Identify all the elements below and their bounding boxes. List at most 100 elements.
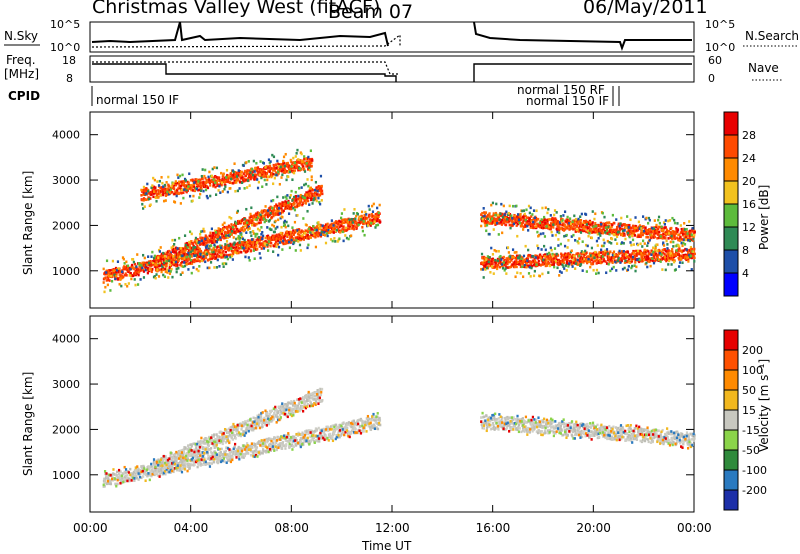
range-cell: [251, 167, 254, 171]
range-cell: [207, 246, 210, 250]
range-cell: [636, 249, 640, 253]
range-cell: [284, 225, 287, 229]
range-cell: [613, 233, 616, 237]
range-cell: [160, 252, 163, 256]
range-cell: [239, 180, 242, 184]
range-cell: [565, 218, 568, 222]
range-cell: [160, 257, 163, 260]
range-cell: [271, 223, 274, 227]
range-cell: [333, 227, 337, 231]
range-cell: [291, 203, 295, 206]
range-cell: [354, 220, 357, 223]
range-cell: [164, 256, 167, 260]
range-cell: [196, 257, 199, 261]
range-cell: [253, 173, 257, 176]
range-cell: [289, 194, 292, 197]
range-cell: [503, 215, 507, 218]
range-cell: [600, 248, 603, 252]
range-cell: [539, 264, 542, 267]
range-cell: [277, 218, 280, 222]
range-cell: [675, 249, 678, 252]
range-cell: [285, 164, 288, 168]
range-cell: [372, 214, 375, 218]
range-cell: [571, 220, 574, 224]
range-cell: [267, 209, 270, 212]
range-cell: [512, 222, 515, 226]
range-cell: [273, 244, 276, 248]
range-cell: [231, 177, 234, 180]
range-cell: [271, 153, 274, 157]
range-cell: [279, 239, 282, 242]
range-cell: [263, 245, 266, 248]
range-cell: [287, 224, 290, 228]
range-cell: [252, 249, 255, 252]
range-cell: [234, 251, 237, 254]
range-cell: [214, 181, 217, 185]
range-cell: [550, 248, 553, 252]
range-cell: [168, 192, 171, 196]
range-cell: [348, 227, 351, 231]
range-cell: [156, 192, 159, 195]
range-cell: [243, 248, 246, 252]
range-cell: [300, 235, 303, 238]
range-cell: [679, 224, 682, 227]
range-cell: [558, 270, 562, 273]
range-cell: [610, 256, 614, 259]
range-cell: [183, 258, 186, 262]
range-cell: [304, 157, 307, 160]
range-cell: [220, 171, 223, 175]
range-cell: [235, 237, 238, 241]
range-cell: [569, 217, 572, 220]
range-cell: [268, 166, 271, 169]
range-cell: [167, 276, 170, 279]
range-cell: [605, 232, 608, 235]
range-cell: [162, 258, 165, 261]
range-cell: [291, 199, 294, 202]
range-cell: [128, 269, 131, 272]
range-cell: [197, 246, 200, 250]
range-cell: [645, 216, 648, 220]
range-cell: [223, 254, 226, 257]
range-cell: [557, 244, 560, 247]
range-cell: [513, 251, 516, 254]
range-cell: [288, 202, 292, 206]
range-cell: [360, 218, 363, 221]
range-cell: [146, 263, 149, 266]
range-cell: [623, 234, 626, 237]
range-cell: [310, 157, 314, 161]
range-cell: [560, 217, 563, 221]
range-cell: [194, 188, 197, 192]
range-cell: [597, 271, 600, 275]
range-cell: [270, 172, 274, 176]
range-cell: [562, 261, 566, 265]
range-cell: [200, 259, 203, 262]
range-cell: [228, 244, 231, 247]
range-cell: [273, 169, 276, 172]
range-cell: [117, 277, 120, 280]
range-cell: [545, 259, 548, 262]
range-cell: [214, 185, 217, 189]
range-cell: [319, 193, 322, 197]
range-cell: [256, 166, 260, 169]
range-cell: [485, 262, 488, 266]
range-cell: [245, 161, 248, 164]
range-cell: [228, 234, 231, 238]
range-cell: [182, 196, 185, 200]
range-cell: [489, 264, 492, 268]
range-cell: [284, 169, 288, 173]
range-cell: [186, 262, 189, 266]
range-cell: [543, 235, 547, 238]
range-cell: [523, 260, 526, 264]
range-cell: [237, 169, 240, 172]
range-cell: [614, 253, 618, 256]
range-cell: [121, 270, 124, 273]
range-cell: [185, 241, 189, 245]
range-cell: [498, 218, 501, 221]
range-cell: [630, 226, 633, 230]
range-cell: [341, 218, 345, 222]
range-cell: [169, 270, 172, 273]
range-cell: [247, 222, 251, 225]
range-cell: [120, 274, 123, 278]
range-cell: [485, 223, 489, 227]
range-cell: [631, 255, 635, 259]
